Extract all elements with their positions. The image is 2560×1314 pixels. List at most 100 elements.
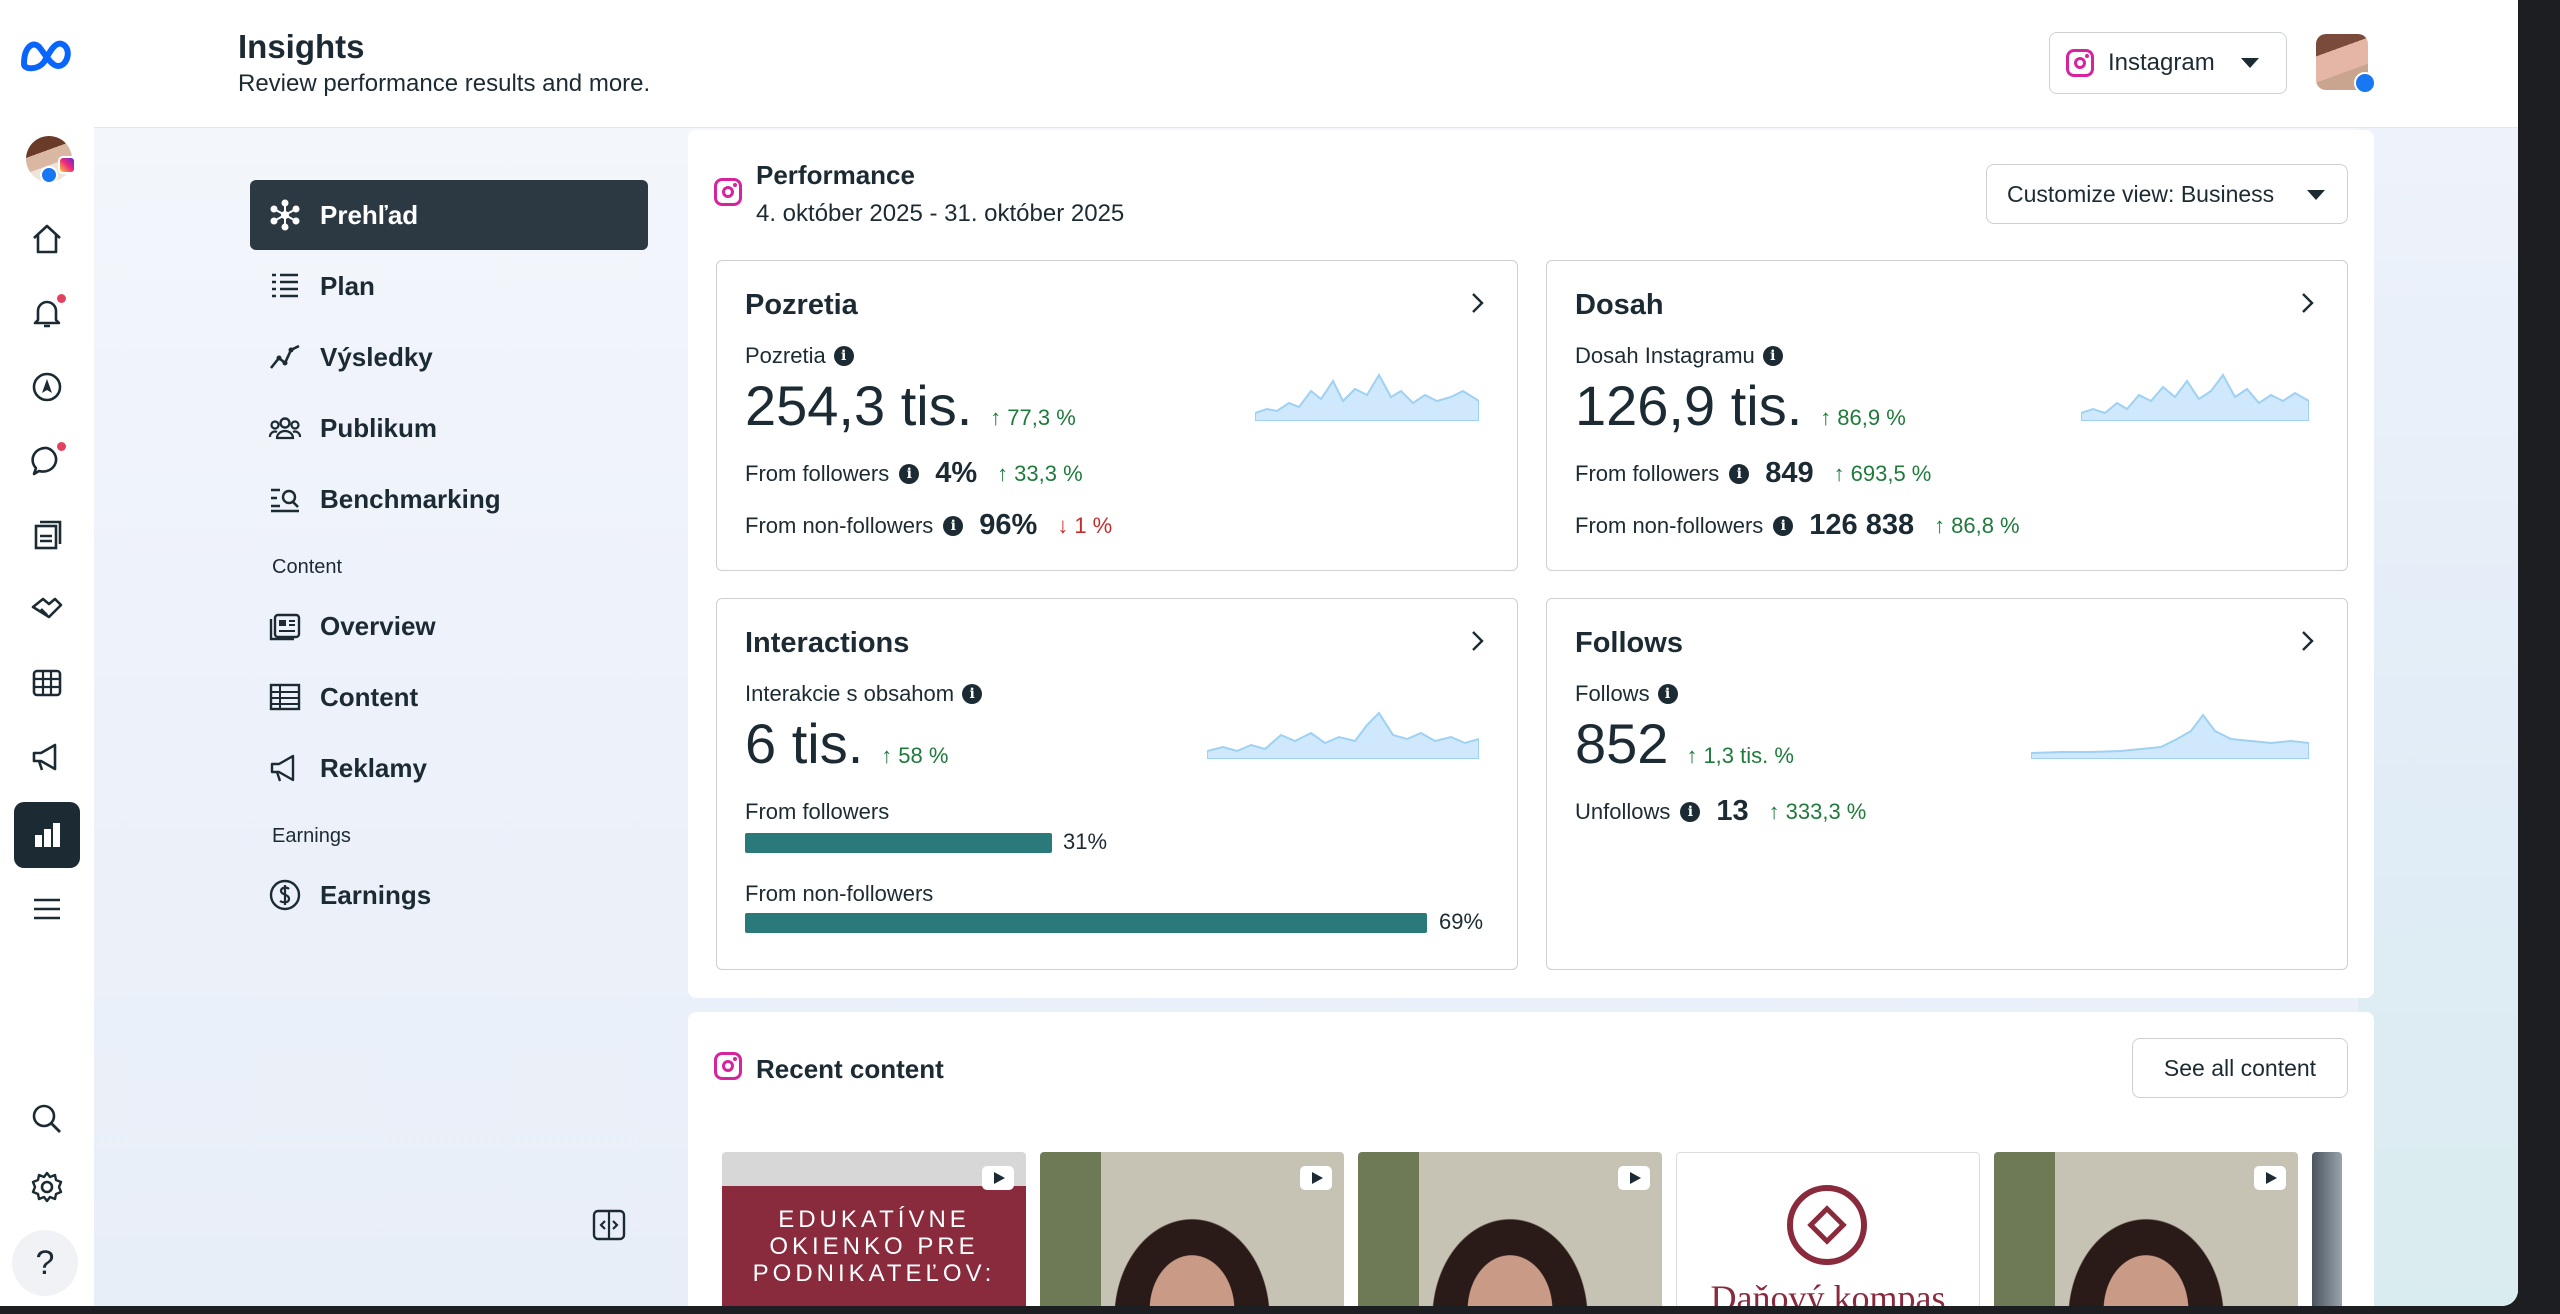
left-rail: ?: [0, 0, 94, 1306]
content-thumbnail[interactable]: EDUKATÍVNE OKIENKO PRE PODNIKATEĽOV:: [722, 1152, 1026, 1306]
reel-icon: [1618, 1166, 1650, 1190]
insights-icon[interactable]: [14, 802, 80, 868]
info-icon[interactable]: i: [1680, 801, 1701, 822]
info-icon[interactable]: i: [943, 515, 964, 536]
chevron-right-icon[interactable]: [2295, 291, 2319, 315]
see-all-content-button[interactable]: See all content: [2132, 1038, 2348, 1098]
metric-delta: ↑ 58 %: [881, 743, 949, 768]
help-icon[interactable]: ?: [12, 1230, 78, 1296]
from-followers-delta: ↑ 33,3 %: [997, 460, 1083, 486]
views-card[interactable]: Pozretia Pozretia i 254,3 tis. ↑ 77,3 % F…: [716, 260, 1518, 571]
chevron-right-icon[interactable]: [2295, 629, 2319, 653]
customize-view-dropdown[interactable]: Customize view: Business: [1986, 164, 2348, 224]
settings-icon[interactable]: [22, 1162, 72, 1212]
thumbnail-text: Daňový kompas: [1710, 1278, 1946, 1306]
account-avatar[interactable]: [2316, 34, 2376, 94]
notifications-icon[interactable]: [22, 288, 72, 338]
info-icon[interactable]: i: [899, 463, 920, 484]
from-followers-row: From followers i 849 ↑ 693,5 %: [1575, 457, 1932, 489]
info-icon[interactable]: i: [833, 346, 854, 366]
nav-section-earnings: Earnings: [272, 825, 351, 847]
performance-panel: Performance 4. október 2025 - 31. októbe…: [688, 130, 2374, 998]
from-non-followers-pct: 69%: [1439, 909, 1484, 934]
home-icon[interactable]: [22, 214, 72, 264]
content-thumbnail[interactable]: [1358, 1152, 1662, 1306]
ads-icon[interactable]: [22, 732, 72, 782]
trend-icon: [269, 344, 300, 369]
nav-item-reklamy[interactable]: Reklamy: [250, 733, 648, 803]
nav-item-prehlad[interactable]: Prehľad: [250, 180, 648, 250]
nav-item-label: Earnings: [320, 879, 432, 910]
metric-value: 126,9 tis.: [1575, 374, 1803, 437]
metric-label: Dosah Instagramu i: [1575, 343, 1783, 369]
metric-delta: ↑ 86,9 %: [1820, 405, 1906, 430]
nav-item-overview[interactable]: Overview: [250, 591, 648, 661]
interactions-card[interactable]: Interactions Interakcie s obsahom i 6 tis…: [716, 598, 1518, 970]
nav-item-label: Publikum: [320, 412, 438, 443]
nav-item-label: Reklamy: [320, 752, 427, 783]
explore-icon[interactable]: [22, 362, 72, 412]
nav-item-content[interactable]: Content: [250, 662, 648, 732]
info-icon[interactable]: i: [1773, 515, 1794, 536]
date-range: 4. október 2025 - 31. október 2025: [756, 200, 1125, 227]
chevron-right-icon[interactable]: [1465, 291, 1489, 315]
content-thumbnail[interactable]: [1040, 1152, 1344, 1306]
messages-icon[interactable]: [22, 436, 72, 486]
from-non-followers-label: From non-followers: [745, 881, 934, 906]
instagram-icon: [714, 178, 742, 206]
search-icon[interactable]: [22, 1094, 72, 1144]
from-non-followers-bar-fill: [745, 913, 1427, 933]
list-icon: [272, 273, 298, 298]
content-thumbnail[interactable]: [2312, 1152, 2342, 1306]
profile-avatar[interactable]: [26, 136, 76, 184]
table-icon[interactable]: [22, 658, 72, 708]
content-thumbnail[interactable]: [1994, 1152, 2298, 1306]
nav-section-content: Content: [272, 556, 343, 578]
sparkline: [2031, 713, 2309, 759]
reach-card[interactable]: Dosah Dosah Instagramu i 126,9 tis. ↑ 86,…: [1546, 260, 2348, 571]
caret-down-icon: [2307, 190, 2325, 200]
info-icon[interactable]: i: [1762, 346, 1783, 366]
follows-card[interactable]: Follows Follows i 852 ↑ 1,3 tis. % Unfoll…: [1546, 598, 2348, 970]
content-thumbnail[interactable]: Daňový kompas: [1676, 1152, 1980, 1306]
from-followers-delta: ↑ 693,5 %: [1833, 460, 1932, 486]
from-followers-row: From followers i 4% ↑ 33,3 %: [745, 457, 1083, 489]
nav-item-vysledky[interactable]: Výsledky: [250, 322, 648, 392]
benchmark-icon: [271, 488, 299, 513]
dollar-icon: [269, 879, 301, 911]
unfollows-value: 13: [1716, 795, 1749, 827]
info-icon[interactable]: i: [962, 684, 983, 704]
performance-title: Performance: [756, 160, 915, 190]
platform-dropdown[interactable]: Instagram: [2049, 32, 2287, 94]
chevron-right-icon[interactable]: [1465, 629, 1489, 653]
page-subtitle: Review performance results and more.: [238, 70, 651, 97]
nav-item-label: Overview: [320, 610, 436, 641]
nav-item-label: Prehľad: [320, 199, 419, 230]
info-icon[interactable]: i: [1729, 463, 1750, 484]
recent-content-title: Recent content: [756, 1054, 944, 1084]
pages-icon[interactable]: [22, 510, 72, 560]
metric-value: 254,3 tis.: [745, 374, 973, 437]
instagram-icon: [2066, 49, 2094, 77]
from-non-followers-delta: ↑ 86,8 %: [1934, 512, 2020, 538]
nav-item-earnings[interactable]: Earnings: [250, 860, 648, 930]
menu-icon[interactable]: [22, 884, 72, 934]
nav-item-plan[interactable]: Plan: [250, 251, 648, 321]
unfollows-delta: ↑ 333,3 %: [1768, 798, 1867, 824]
facebook-badge-icon: [2354, 72, 2376, 94]
card-title: Follows: [1575, 627, 1683, 659]
nav-item-publikum[interactable]: Publikum: [250, 393, 648, 463]
meta-logo[interactable]: [18, 36, 80, 72]
info-icon[interactable]: i: [1657, 684, 1678, 704]
partnerships-icon[interactable]: [22, 584, 72, 634]
content-overview-icon: [269, 613, 301, 641]
nav-item-benchmarking[interactable]: Benchmarking: [250, 464, 648, 534]
caret-down-icon: [2240, 58, 2259, 68]
platform-label: Instagram: [2108, 49, 2215, 76]
collapse-sidebar-icon[interactable]: [590, 1206, 628, 1244]
metric-value-row: 852 ↑ 1,3 tis. %: [1575, 711, 1794, 776]
reel-icon: [982, 1166, 1014, 1190]
reel-icon: [2254, 1166, 2286, 1190]
from-non-followers-delta: ↓ 1 %: [1057, 512, 1113, 538]
recent-content-panel: Recent content See all content EDUKATÍVN…: [688, 1012, 2374, 1306]
